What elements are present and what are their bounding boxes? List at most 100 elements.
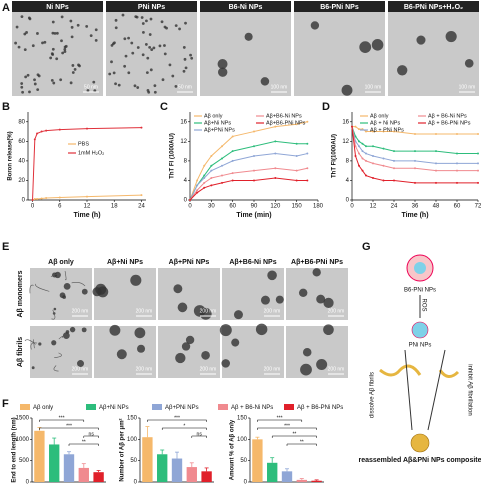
tem-image: [30, 326, 92, 378]
y-tick-label: 16: [342, 119, 349, 125]
particle: [43, 40, 47, 44]
bar: [93, 472, 104, 482]
particle: [81, 327, 87, 333]
y-tick-label: 0: [346, 198, 350, 204]
fibril: [24, 339, 36, 345]
point: [295, 123, 298, 126]
particle: [260, 77, 270, 86]
bar: [311, 480, 322, 482]
legend-label: Aβ+B6-Ni NPs: [266, 113, 302, 119]
legend-swatch: [284, 404, 294, 410]
particle: [89, 34, 93, 38]
y-axis-label: End to end length (nm): [12, 417, 18, 482]
y-tick-label: 1500: [16, 416, 30, 422]
sig-bracket: [271, 435, 317, 438]
point: [358, 145, 360, 148]
point: [210, 184, 213, 187]
legend-label: Aβ+PNi NPs: [204, 127, 235, 133]
particle: [20, 85, 24, 89]
particle: [218, 67, 228, 77]
particle: [173, 284, 183, 294]
particle: [31, 366, 35, 370]
point: [365, 152, 367, 155]
x-tick-label: 36: [412, 204, 419, 210]
particle: [178, 27, 181, 31]
y-tick-label: 12: [180, 139, 187, 145]
point: [295, 169, 298, 172]
particle: [20, 15, 24, 19]
particle: [275, 295, 284, 304]
y-tick-label: 20: [18, 178, 25, 184]
fibril: [54, 352, 62, 358]
y-tick-label: 150: [127, 416, 138, 422]
fibril: [51, 309, 56, 320]
point: [393, 167, 395, 170]
series-line: [189, 167, 308, 201]
y-tick-label: 4: [184, 178, 188, 184]
particle: [185, 335, 195, 345]
point: [40, 130, 43, 133]
bar: [157, 454, 168, 482]
particle: [184, 21, 187, 25]
particle: [141, 53, 145, 57]
particle: [298, 288, 308, 298]
point: [274, 177, 277, 179]
title-bar: [12, 1, 103, 12]
point: [253, 130, 255, 133]
point: [365, 159, 367, 162]
particle: [112, 71, 116, 75]
point: [221, 164, 223, 167]
point: [372, 145, 374, 148]
particle: [244, 32, 253, 41]
particle: [92, 80, 96, 84]
particle: [153, 84, 157, 88]
y-tick-label: 50: [240, 458, 247, 464]
series-line: [189, 153, 308, 201]
particle: [70, 35, 74, 39]
sig-label: **: [292, 431, 296, 437]
particle: [51, 340, 57, 346]
particle: [59, 78, 63, 82]
point: [361, 169, 364, 172]
bar: [252, 439, 263, 482]
legend-label: Aβ+PNi NPs: [165, 405, 199, 411]
panel-label: F: [2, 398, 9, 410]
point: [393, 179, 395, 182]
particle: [14, 41, 17, 45]
particle: [123, 64, 127, 68]
panel-label: A: [2, 2, 10, 14]
y-tick-label: 0: [134, 480, 138, 486]
particle: [148, 45, 152, 49]
tem-image: [294, 12, 385, 96]
particle: [53, 307, 57, 311]
sig-label: **: [82, 439, 86, 445]
point: [33, 198, 36, 201]
particle: [51, 20, 55, 24]
particle: [136, 86, 140, 89]
point: [477, 133, 479, 135]
sig-bracket: [39, 419, 85, 422]
point: [358, 164, 360, 167]
x-tick-label: 18: [111, 204, 118, 210]
particle: [133, 84, 137, 88]
fibril: [71, 282, 86, 287]
bar: [34, 430, 45, 482]
particle: [182, 69, 186, 73]
tem-image: [222, 326, 284, 378]
scale-bar-label: 200 nm: [72, 308, 89, 314]
tem-image: [106, 12, 197, 96]
panel-label: G: [362, 241, 371, 253]
series-line: [189, 140, 308, 201]
particle: [190, 56, 194, 60]
y-tick-label: 8: [346, 158, 350, 164]
particle: [300, 363, 312, 376]
point: [414, 133, 416, 135]
sig-bracket: [83, 435, 99, 438]
particle: [141, 22, 145, 25]
particle: [135, 15, 139, 19]
particle: [27, 16, 31, 20]
particle: [158, 44, 162, 48]
bar: [296, 479, 307, 482]
series-line: [351, 126, 478, 184]
legend-label: Aβ + B6-Ni NPs: [231, 405, 273, 411]
